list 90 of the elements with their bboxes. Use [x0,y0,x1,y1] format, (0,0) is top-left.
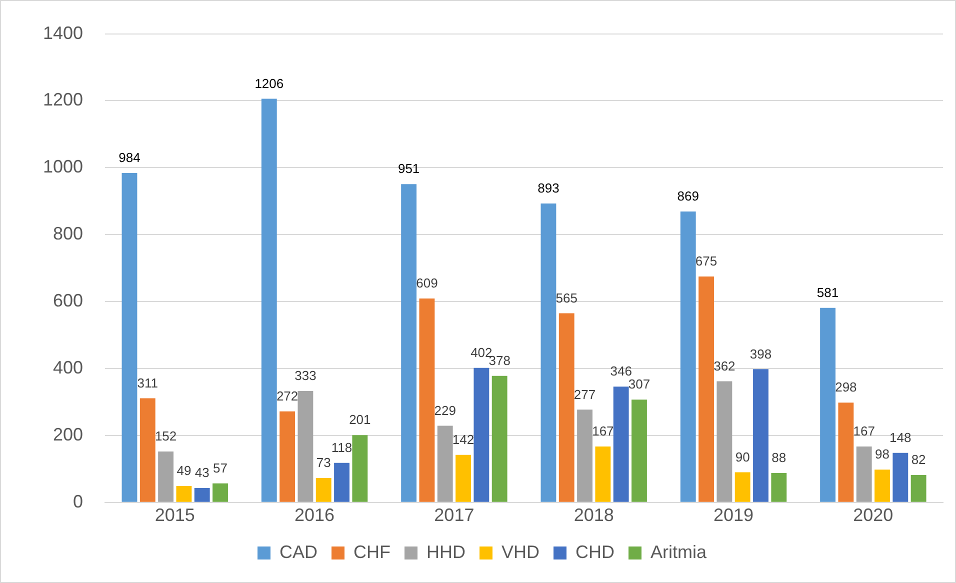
bar [419,298,435,502]
x-tick-label: 2018 [574,505,614,526]
bar [632,400,647,502]
bar [280,411,296,502]
bar [716,381,732,502]
bar [316,478,332,502]
data-label: 869 [677,188,699,204]
x-tick-label: 2020 [853,505,894,526]
bar [698,276,714,502]
data-label: 118 [331,440,352,455]
x-tick-label: 2015 [154,505,195,526]
bar [401,184,417,502]
bar [595,446,611,502]
data-label: 984 [118,150,140,166]
y-tick-label: 800 [52,224,84,244]
data-label: 167 [592,424,614,439]
bar [820,308,836,502]
data-label: 272 [276,388,298,404]
data-label: 43 [194,465,210,480]
y-tick-label: 200 [52,424,84,444]
data-label: 148 [890,430,912,445]
legend-label: HHD [426,542,466,562]
data-label: 609 [416,276,438,291]
y-tick-label: 400 [52,357,84,378]
x-tick-label: 2016 [294,505,335,526]
bar [558,313,574,502]
legend-label: CHF [354,542,391,562]
data-label: 311 [137,375,158,390]
data-label: 398 [750,346,772,362]
bar [577,410,592,502]
data-label: 1206 [254,76,284,91]
legend-label: Aritmia [650,542,708,562]
bar [261,98,277,502]
data-label: 73 [316,455,331,470]
data-label: 333 [294,368,316,384]
x-tick-label: 2017 [434,505,474,526]
bar [194,488,210,502]
data-label: 675 [695,254,718,269]
data-label: 346 [610,364,632,379]
x-tick-label: 2019 [713,505,754,526]
data-label: 57 [213,460,228,476]
bar [352,435,368,502]
bar [437,426,453,502]
bar [212,483,228,502]
data-label: 152 [154,428,177,444]
y-tick-label: 600 [52,290,84,311]
data-label: 307 [628,376,650,392]
data-label: 229 [434,402,456,418]
data-label: 201 [349,412,371,428]
y-tick-label: 1000 [42,156,84,177]
legend-label: CAD [280,542,318,562]
bar [158,452,174,502]
data-label: 581 [816,285,839,300]
data-label: 893 [538,180,560,196]
bar [680,212,696,502]
bar [892,452,908,502]
data-label: 142 [452,432,474,447]
data-label: 277 [574,386,596,402]
data-label: 951 [398,161,420,176]
data-label: 88 [772,450,786,466]
bar [753,369,768,502]
y-tick-label: 0 [73,491,84,512]
bar [176,486,192,502]
bar [838,402,854,502]
bar [540,204,556,502]
data-label: 49 [176,463,192,478]
bar [734,472,750,502]
bar [456,454,471,502]
y-tick-label: 1400 [42,22,84,43]
data-label: 82 [911,452,926,468]
bar [613,386,629,502]
data-label: 362 [714,358,736,374]
y-tick-label: 1200 [42,90,84,110]
legend-label: CHD [576,542,614,562]
bar [474,368,490,502]
legend-label: VHD [501,542,540,562]
bar [910,474,926,502]
data-label: 90 [735,449,750,464]
data-label: 565 [556,290,578,306]
bar [140,398,156,502]
bar [334,462,350,502]
bar [874,470,890,502]
bar [298,390,314,502]
bar [492,376,508,502]
data-label: 298 [835,380,857,395]
bar [856,446,872,502]
data-label: 167 [853,424,875,439]
bar [771,472,787,502]
data-label: 98 [875,446,890,462]
bar [122,173,138,502]
